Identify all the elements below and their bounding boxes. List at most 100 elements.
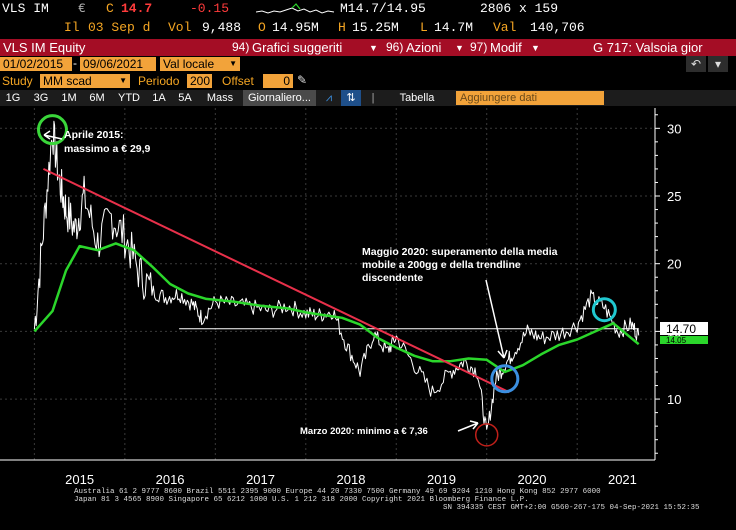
arrow-icon	[457, 420, 479, 432]
price-change: -0.15	[190, 1, 230, 16]
study-bar: Study MM scad ▼ Periodo 200 Offset 0 ✎	[0, 73, 736, 89]
annotation-peak-text: massimo a € 29,9	[64, 143, 151, 155]
tab-1y[interactable]: 1A	[152, 92, 166, 104]
arrow-icon	[43, 130, 63, 140]
quote-date: 03 Sep d	[88, 20, 151, 35]
range-separator: -	[73, 56, 77, 70]
y-axis: 1015202530	[655, 114, 681, 454]
x-tick-label: 2020	[518, 472, 547, 487]
menu-actions-num: 96)	[386, 40, 404, 54]
chart-grid	[0, 108, 656, 461]
menu-actions[interactable]: Azioni	[406, 40, 442, 55]
y-tick-label: 20	[667, 257, 681, 272]
study-select[interactable]: MM scad ▼	[40, 74, 130, 88]
add-data-input[interactable]: Aggiungere dati	[456, 91, 604, 105]
currency-symbol: €	[78, 1, 86, 16]
open-label: O	[258, 20, 266, 35]
period-field[interactable]: 200	[187, 74, 212, 88]
undo-icon[interactable]: ↶	[686, 56, 706, 72]
x-tick-label: 2021	[608, 472, 637, 487]
volume-label: Vol	[168, 20, 192, 35]
marker-circle-breakout	[490, 364, 520, 394]
chevron-down-icon[interactable]: ▼	[369, 43, 378, 53]
tab-5y[interactable]: 5A	[178, 92, 192, 104]
tab-daily[interactable]: Giornaliero...	[243, 90, 316, 106]
security-name[interactable]: VLS IM Equity	[3, 40, 86, 55]
x-tick-label: 2018	[337, 472, 366, 487]
price-line	[33, 120, 640, 430]
candle-chart-icon[interactable]: ⇅	[341, 90, 361, 106]
moving-average-line	[33, 242, 640, 374]
footer-line2: Japan 81 3 4565 8900 Singapore 65 6212 1…	[74, 496, 529, 504]
marker-circle-recent-high	[591, 297, 617, 323]
page-title: G 717: Valsoia gior	[593, 40, 703, 55]
x-tick-label: 2019	[427, 472, 456, 487]
line-chart-icon[interactable]: ⩘	[325, 92, 333, 104]
x-axis: 2015 2016 2017 2018 2019 2020 2021	[65, 472, 637, 487]
study-label: Study	[2, 74, 33, 88]
ma-price-tag-text: 14.05	[666, 336, 687, 345]
il-label: Il	[64, 20, 80, 35]
x-tick-label: 2016	[156, 472, 185, 487]
value-label: Val	[493, 20, 517, 35]
timeframe-tabs: 1G 3G 1M 6M YTD 1A 5A Mass Giornaliero..…	[0, 90, 736, 106]
value-amount: 140,706	[530, 20, 585, 35]
footer-line3: SN 394335 CEST GMT+2:00 G560-267-175 04-…	[443, 504, 700, 512]
ma-price-tag	[660, 336, 708, 344]
currency-select-label: Val locale	[163, 57, 215, 71]
separator-icon: |	[371, 92, 375, 104]
annotation-may-line1: Maggio 2020: superamento della media	[362, 246, 558, 258]
annotation-march: Marzo 2020: minimo a € 7,36	[300, 426, 428, 437]
tab-3d[interactable]: 3G	[33, 92, 49, 104]
menu-suggested-charts[interactable]: Grafici suggeriti	[252, 40, 343, 55]
footer: Australia 61 2 9777 8600 Brazil 5511 239…	[0, 487, 736, 530]
price-chart[interactable]: 1015202530 2015201620172018201920202021 …	[0, 108, 736, 495]
trendline	[42, 167, 510, 394]
period-label: Periodo	[138, 74, 180, 88]
tab-1d[interactable]: 1G	[5, 92, 21, 104]
quote-bar: VLS IM € C 14.7 -0.15 M14.7/14.95 2806 x…	[0, 0, 736, 19]
y-tick-label: 10	[667, 392, 681, 407]
volume-value: 9,488	[202, 20, 242, 35]
tab-max[interactable]: Mass	[206, 92, 234, 104]
high-label: H	[338, 20, 346, 35]
chevron-down-icon: ▼	[229, 59, 237, 68]
bid-ask-size: 2806 x 159	[480, 1, 559, 16]
ticker[interactable]: VLS IM	[2, 1, 49, 16]
start-date-field[interactable]: 01/02/2015	[0, 57, 72, 71]
pencil-icon[interactable]: ✎	[297, 73, 308, 87]
tab-ytd[interactable]: YTD	[118, 92, 140, 104]
sparkline-icon	[256, 3, 335, 14]
footer-line1: Australia 61 2 9777 8600 Brazil 5511 239…	[74, 488, 601, 496]
high-value: 15.25M	[352, 20, 399, 35]
end-date-field[interactable]: 09/06/2021	[80, 57, 156, 71]
marker-layer	[36, 114, 617, 447]
annotation-peak-title: Aprile 2015:	[64, 129, 124, 141]
chevron-down-icon[interactable]: ▼	[455, 43, 464, 53]
market-range: M14.7/14.95	[340, 1, 426, 16]
y-tick-label: 30	[667, 121, 681, 136]
low-value: 14.7M	[434, 20, 474, 35]
last-price-tag	[660, 322, 708, 335]
trendline-layer	[42, 167, 510, 394]
x-tick-label: 2017	[246, 472, 275, 487]
title-bar: VLS IM Equity 94) Grafici suggeriti ▼ 96…	[0, 39, 736, 56]
currency-select[interactable]: Val locale ▼	[160, 57, 240, 71]
price-series-layer	[33, 120, 640, 430]
offset-field[interactable]: 0	[263, 74, 293, 88]
open-value: 14.95M	[272, 20, 319, 35]
tab-table[interactable]: Tabella	[399, 92, 435, 104]
marker-circle-march-low	[474, 423, 499, 447]
tab-1m[interactable]: 1M	[61, 92, 77, 104]
annotation-may-line3: discendente	[362, 272, 423, 284]
settings-icon[interactable]: ▾	[708, 56, 728, 72]
date-range-bar: 01/02/2015 - 09/06/2021 Val locale ▼ ↶ ▾	[0, 56, 736, 72]
menu-modify[interactable]: Modif	[490, 40, 522, 55]
y-tick-label: 25	[667, 189, 681, 204]
last-price-tag-text: 14.70	[666, 322, 696, 336]
low-label: L	[420, 20, 428, 35]
chevron-down-icon[interactable]: ▼	[531, 43, 540, 53]
offset-label: Offset	[222, 74, 254, 88]
menu-modify-num: 97)	[470, 40, 488, 54]
tab-6m[interactable]: 6M	[89, 92, 105, 104]
